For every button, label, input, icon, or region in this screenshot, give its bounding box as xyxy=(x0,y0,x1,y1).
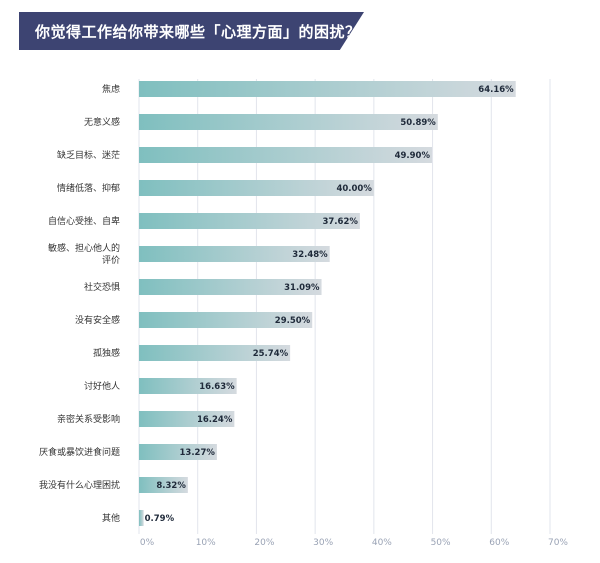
x-axis-ticks: 0% 10% 20% 30% 40% 50% 60% 70% xyxy=(140,538,569,548)
bar xyxy=(139,378,237,394)
category-label: 我没有什么心理困扰 xyxy=(39,479,120,491)
value-label: 16.63% xyxy=(199,382,235,392)
bar xyxy=(139,213,360,229)
value-label: 32.48% xyxy=(292,250,328,260)
value-labels: 64.16% 50.89% 49.90% 40.00% 37.62% 32.48% 31.0… xyxy=(145,85,515,524)
value-label: 31.09% xyxy=(284,283,320,293)
x-tick-label: 0% xyxy=(140,538,155,548)
category-label-line: 敏感、担心他人的 xyxy=(48,242,120,254)
value-label: 49.90% xyxy=(395,151,431,161)
category-label: 无意义感 xyxy=(84,116,120,128)
category-label: 亲密关系受影响 xyxy=(57,413,120,425)
chart-title: 你觉得工作给你带来哪些「心理方面」的困扰？ xyxy=(35,22,361,41)
category-label: 缺乏目标、迷茫 xyxy=(57,149,120,161)
value-label: 37.62% xyxy=(322,217,358,227)
category-labels: 焦虑无意义感缺乏目标、迷茫情绪低落、抑郁自信心受挫、自卑敏感、担心他人的评价社交… xyxy=(39,83,120,524)
category-label: 自信心受挫、自卑 xyxy=(48,215,120,227)
value-label: 64.16% xyxy=(478,85,514,95)
x-tick-label: 60% xyxy=(489,538,509,548)
category-label-line: 评价 xyxy=(102,255,120,266)
category-label: 敏感、担心他人的评价 xyxy=(48,242,120,266)
x-tick-label: 30% xyxy=(313,538,333,548)
value-label: 13.27% xyxy=(180,448,216,458)
x-tick-label: 10% xyxy=(196,538,216,548)
bar xyxy=(139,246,330,262)
value-label: 29.50% xyxy=(275,316,311,326)
category-label: 没有安全感 xyxy=(75,314,120,326)
value-label: 25.74% xyxy=(253,349,289,359)
bar xyxy=(139,411,235,427)
value-label: 16.24% xyxy=(197,415,233,425)
x-tick-label: 20% xyxy=(254,538,274,548)
category-label: 焦虑 xyxy=(102,83,120,95)
bar xyxy=(139,279,322,295)
bar xyxy=(139,114,438,130)
bar xyxy=(139,444,217,460)
category-label: 孤独感 xyxy=(93,347,120,359)
bar xyxy=(139,510,144,526)
category-label: 讨好他人 xyxy=(84,380,120,392)
value-label: 0.79% xyxy=(145,514,175,524)
bar xyxy=(139,147,432,163)
category-label: 情绪低落、抑郁 xyxy=(57,182,120,194)
title-banner: 你觉得工作给你带来哪些「心理方面」的困扰？ xyxy=(19,12,364,50)
category-label: 社交恐惧 xyxy=(84,281,120,293)
value-label: 8.32% xyxy=(156,481,186,491)
x-tick-label: 50% xyxy=(431,538,451,548)
category-label: 其他 xyxy=(102,512,120,524)
category-label: 厌食或暴饮进食问题 xyxy=(39,446,120,458)
value-label: 40.00% xyxy=(336,184,372,194)
bar xyxy=(139,180,374,196)
value-label: 50.89% xyxy=(400,118,436,128)
bar xyxy=(139,81,516,97)
bar xyxy=(139,312,313,328)
bar xyxy=(139,345,291,361)
x-tick-label: 70% xyxy=(548,538,568,548)
x-tick-label: 40% xyxy=(372,538,392,548)
bars xyxy=(139,81,516,526)
bar xyxy=(139,477,188,493)
